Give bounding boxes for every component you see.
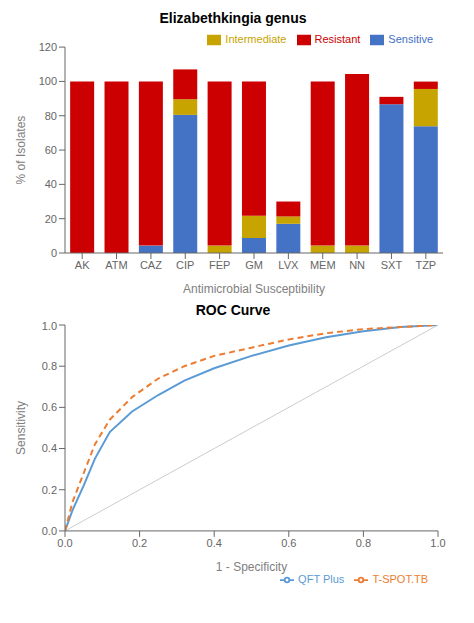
svg-text:1.0: 1.0 — [42, 320, 57, 332]
svg-text:120: 120 — [39, 41, 57, 53]
html-text:Sensitive: Sensitive — [388, 33, 433, 45]
html-text:ROC Curve: ROC Curve — [195, 302, 271, 318]
svg-text:% of Isolates: % of Isolates — [14, 116, 28, 185]
html-text:Elizabethkingia genus: Elizabethkingia genus — [159, 10, 307, 26]
svg-text:0.0: 0.0 — [42, 525, 57, 537]
svg-text:0.4: 0.4 — [42, 442, 57, 454]
svg-text:MEM: MEM — [310, 259, 336, 271]
svg-text:SXT: SXT — [381, 259, 403, 271]
svg-text:100: 100 — [39, 75, 57, 87]
svg-text:AK: AK — [75, 259, 90, 271]
svg-text:0.6: 0.6 — [42, 401, 57, 413]
svg-text:40: 40 — [45, 178, 57, 190]
html-text:T-SPOT.TB: T-SPOT.TB — [372, 572, 428, 585]
svg-text:TZP: TZP — [415, 259, 436, 271]
html-text:Intermediate: Intermediate — [225, 33, 287, 45]
svg-text:0: 0 — [51, 247, 57, 259]
svg-text:0.8: 0.8 — [42, 360, 57, 372]
svg-text:LVX: LVX — [278, 259, 299, 271]
svg-text:CIP: CIP — [176, 259, 194, 271]
svg-text:GM: GM — [245, 259, 263, 271]
html-text:Resistant: Resistant — [314, 33, 361, 45]
svg-text:1 - Specificity: 1 - Specificity — [216, 560, 287, 574]
svg-text:Antimicrobial Susceptibility: Antimicrobial Susceptibility — [183, 282, 325, 296]
svg-text:0.6: 0.6 — [281, 537, 296, 549]
svg-text:Sensitivity: Sensitivity — [14, 401, 28, 455]
svg-text:0.2: 0.2 — [42, 484, 57, 496]
svg-text:0.2: 0.2 — [132, 537, 147, 549]
svg-text:1.0: 1.0 — [430, 537, 445, 549]
svg-text:60: 60 — [45, 144, 57, 156]
svg-text:0.4: 0.4 — [207, 537, 222, 549]
svg-text:ATM: ATM — [105, 259, 127, 271]
svg-text:20: 20 — [45, 213, 57, 225]
html-text:QFT Plus: QFT Plus — [298, 572, 345, 585]
svg-text:CAZ: CAZ — [140, 259, 162, 271]
svg-text:0.0: 0.0 — [57, 537, 72, 549]
svg-text:FEP: FEP — [209, 259, 230, 271]
svg-text:80: 80 — [45, 110, 57, 122]
svg-text:NN: NN — [349, 259, 365, 271]
svg-text:0.8: 0.8 — [356, 537, 371, 549]
